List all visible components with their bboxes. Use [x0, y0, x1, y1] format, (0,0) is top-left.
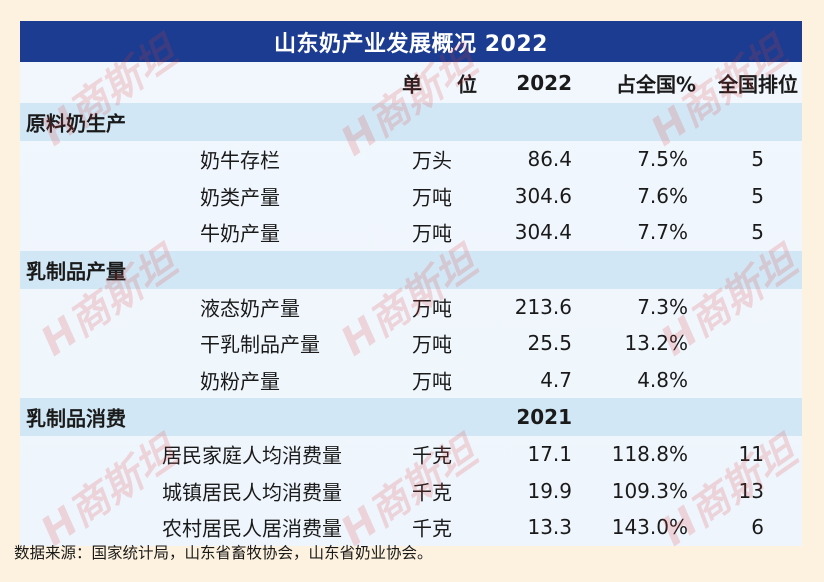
section-label: 乳制品消费: [26, 406, 126, 431]
table-title: 山东奶产业发展概况 2022: [274, 31, 548, 57]
item-value: 25.5: [527, 331, 572, 356]
section-row-dairy-consumption: 乳制品消费 2021: [20, 398, 802, 436]
table-row: 奶粉产量 万吨 4.7 4.8%: [20, 362, 802, 399]
table-body: 单 位 2022 占全国% 全国排位 原料奶生产 奶牛存栏 万头 86.4 7.…: [20, 62, 802, 546]
table-row: 牛奶产量 万吨 304.4 7.7% 5: [20, 214, 802, 251]
item-rank: 6: [751, 515, 764, 540]
industry-overview-table: 山东奶产业发展概况 2022 单 位 2022 占全国% 全国排位 原料奶生产 …: [20, 21, 802, 546]
item-unit: 万头: [412, 148, 452, 173]
item-rank: 5: [751, 220, 764, 245]
item-value: 13.3: [527, 515, 572, 540]
item-value: 4.7: [540, 367, 572, 392]
item-rank: 5: [751, 147, 764, 172]
item-share: 118.8%: [611, 442, 688, 467]
table-row: 居民家庭人均消费量 千克 17.1 118.8% 11: [20, 436, 802, 473]
item-value: 304.6: [514, 183, 572, 208]
item-share: 109.3%: [611, 478, 688, 503]
item-share: 143.0%: [611, 515, 688, 540]
item-share: 4.8%: [637, 367, 688, 392]
section-year: 2021: [516, 405, 572, 429]
item-name: 奶类产量: [200, 185, 280, 210]
item-share: 7.5%: [637, 147, 688, 172]
item-unit: 万吨: [412, 369, 452, 394]
section-label: 原料奶生产: [26, 111, 126, 136]
table-row: 干乳制品产量 万吨 25.5 13.2%: [20, 325, 802, 362]
data-source-note: 数据来源：国家统计局，山东省畜牧协会，山东省奶业协会。: [14, 544, 433, 562]
header-share: 占全国%: [615, 72, 696, 96]
item-name: 牛奶产量: [200, 221, 280, 246]
item-name: 奶牛存栏: [200, 148, 280, 173]
item-share: 7.3%: [637, 294, 688, 319]
column-header-row: 单 位 2022 占全国% 全国排位: [20, 62, 802, 103]
table-row: 农村居民人居消费量 千克 13.3 143.0% 6: [20, 509, 802, 546]
item-name: 城镇居民人均消费量: [162, 480, 342, 505]
item-rank: 11: [738, 442, 764, 467]
item-value: 17.1: [527, 442, 572, 467]
item-unit: 万吨: [412, 332, 452, 357]
header-rank: 全国排位: [718, 72, 798, 96]
item-unit: 万吨: [412, 221, 452, 246]
section-row-raw-milk: 原料奶生产: [20, 103, 802, 141]
section-label: 乳制品产量: [26, 259, 126, 283]
item-unit: 千克: [412, 443, 452, 468]
item-unit: 万吨: [412, 296, 452, 321]
table-row: 奶类产量 万吨 304.6 7.6% 5: [20, 178, 802, 215]
table-title-bar: 山东奶产业发展概况 2022: [20, 21, 802, 62]
item-value: 213.6: [514, 294, 572, 319]
item-rank: 13: [738, 478, 764, 503]
item-value: 304.4: [514, 220, 572, 245]
item-name: 农村居民人居消费量: [162, 516, 342, 541]
item-unit: 千克: [412, 516, 452, 541]
section-row-dairy-production: 乳制品产量: [20, 250, 802, 289]
item-name: 液态奶产量: [200, 296, 300, 321]
header-unit: 单 位: [402, 72, 491, 96]
table-row: 奶牛存栏 万头 86.4 7.5% 5: [20, 141, 802, 178]
table-row: 城镇居民人均消费量 千克 19.9 109.3% 13: [20, 473, 802, 510]
item-name: 居民家庭人均消费量: [162, 443, 342, 468]
item-share: 7.6%: [637, 183, 688, 208]
item-unit: 万吨: [412, 185, 452, 210]
header-year: 2022: [516, 70, 572, 95]
item-name: 干乳制品产量: [200, 332, 320, 357]
item-value: 86.4: [527, 147, 572, 172]
item-name: 奶粉产量: [200, 369, 280, 394]
item-value: 19.9: [527, 478, 572, 503]
table-row: 液态奶产量 万吨 213.6 7.3%: [20, 289, 802, 326]
item-share: 13.2%: [624, 331, 688, 356]
item-unit: 千克: [412, 480, 452, 505]
item-share: 7.7%: [637, 220, 688, 245]
item-rank: 5: [751, 183, 764, 208]
